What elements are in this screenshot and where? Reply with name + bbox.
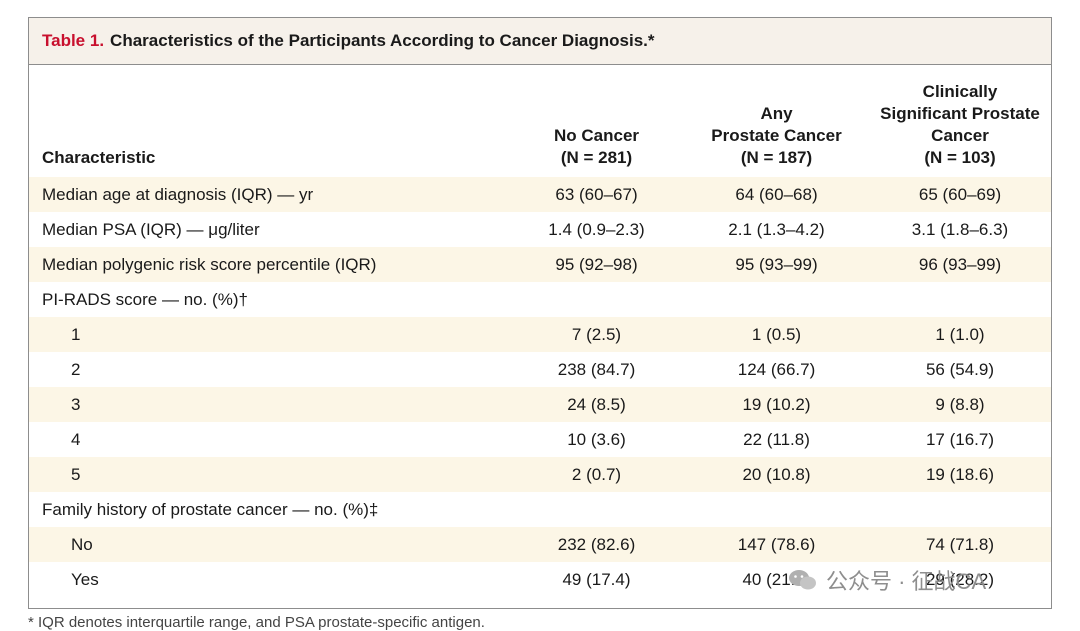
cell-any-cancer: 19 (10.2) xyxy=(684,387,869,422)
header-significant-n: (N = 103) xyxy=(924,148,996,167)
header-significant-cancer: Clinically Significant Prostate Cancer (… xyxy=(869,65,1051,177)
cell-no-cancer: 238 (84.7) xyxy=(557,359,636,379)
cell-any-cancer: 147 (78.6) xyxy=(684,527,869,562)
table-row-section: Family history of prostate cancer — no. … xyxy=(29,492,1051,527)
cell-significant: 1 (1.0) xyxy=(869,317,1051,352)
table-row: Yes 49 (17.4) 40 (21.4) 29 (28.2) xyxy=(29,562,1051,597)
header-significant-line: Significant Prostate xyxy=(880,104,1040,123)
cell-any-cancer: 2.1 (1.3–4.2) xyxy=(728,219,825,239)
table-row: 5 2 (0.7) 20 (10.8) 19 (18.6) xyxy=(29,457,1051,492)
cell-any-cancer: 40 (21.4) xyxy=(742,569,811,589)
header-no-cancer: No Cancer (N = 281) xyxy=(509,65,684,177)
cell-no-cancer: 49 (17.4) xyxy=(562,569,631,589)
cell-no-cancer: 2 (0.7) xyxy=(509,457,684,492)
cell-no-cancer xyxy=(509,492,684,527)
cell-significant: 56 (54.9) xyxy=(925,359,995,379)
row-label: Median age at diagnosis (IQR) — yr xyxy=(29,177,509,212)
row-label: Median PSA (IQR) — μg/liter xyxy=(42,219,260,239)
header-row: Characteristic No Cancer (N = 281) Any P… xyxy=(29,65,1051,177)
cell-significant: 96 (93–99) xyxy=(869,247,1051,282)
section-label: PI-RADS score — no. (%)† xyxy=(42,289,248,309)
row-label: 5 xyxy=(29,457,509,492)
row-label: Median polygenic risk score percentile (… xyxy=(29,247,509,282)
header-significant-line: Clinically xyxy=(922,82,998,101)
row-label: 2 xyxy=(71,359,81,379)
cell-no-cancer: 1.4 (0.9–2.3) xyxy=(548,219,645,239)
header-any-cancer-n: (N = 187) xyxy=(740,148,813,167)
cell-no-cancer: 7 (2.5) xyxy=(509,317,684,352)
cell-significant: 65 (60–69) xyxy=(869,177,1051,212)
cell-any-cancer: 22 (11.8) xyxy=(743,429,810,449)
header-any-cancer-line: Prostate Cancer xyxy=(711,126,842,145)
cell-significant xyxy=(869,492,1051,527)
cell-significant: 17 (16.7) xyxy=(925,429,995,449)
cell-significant xyxy=(869,282,1051,317)
table-title-bar: Table 1. Characteristics of the Particip… xyxy=(29,18,1051,65)
cell-no-cancer: 95 (92–98) xyxy=(509,247,684,282)
table-row: 2 238 (84.7) 124 (66.7) 56 (54.9) xyxy=(29,352,1051,387)
row-label: 3 xyxy=(29,387,509,422)
table-row: Median PSA (IQR) — μg/liter 1.4 (0.9–2.3… xyxy=(29,212,1051,247)
row-label: Yes xyxy=(71,569,99,589)
header-any-cancer-line: Any xyxy=(760,104,793,123)
cell-any-cancer: 64 (60–68) xyxy=(684,177,869,212)
row-label: 1 xyxy=(29,317,509,352)
characteristics-table: Characteristic No Cancer (N = 281) Any P… xyxy=(29,65,1051,597)
cell-no-cancer: 63 (60–67) xyxy=(509,177,684,212)
cell-any-cancer: 1 (0.5) xyxy=(684,317,869,352)
cell-no-cancer: 24 (8.5) xyxy=(509,387,684,422)
row-label: 4 xyxy=(71,429,81,449)
header-no-cancer-line: No Cancer xyxy=(553,126,640,145)
table-container: Table 1. Characteristics of the Particip… xyxy=(28,17,1052,609)
cell-any-cancer: 20 (10.8) xyxy=(684,457,869,492)
table-row: Median age at diagnosis (IQR) — yr 63 (6… xyxy=(29,177,1051,212)
table-row: 4 10 (3.6) 22 (11.8) 17 (16.7) xyxy=(29,422,1051,457)
table-row: Median polygenic risk score percentile (… xyxy=(29,247,1051,282)
header-characteristic: Characteristic xyxy=(42,148,156,167)
table-row-section: PI-RADS score — no. (%)† xyxy=(29,282,1051,317)
cell-significant: 74 (71.8) xyxy=(869,527,1051,562)
table-number: Table 1. xyxy=(42,31,105,50)
section-label: Family history of prostate cancer — no. … xyxy=(42,499,379,519)
row-label: No xyxy=(29,527,509,562)
table-row: 3 24 (8.5) 19 (10.2) 9 (8.8) xyxy=(29,387,1051,422)
cell-no-cancer: 10 (3.6) xyxy=(567,429,626,449)
cell-no-cancer xyxy=(509,282,684,317)
cell-significant: 19 (18.6) xyxy=(869,457,1051,492)
header-significant-line: Cancer xyxy=(931,126,989,145)
cell-no-cancer: 232 (82.6) xyxy=(509,527,684,562)
cell-any-cancer: 124 (66.7) xyxy=(737,359,816,379)
cell-significant: 3.1 (1.8–6.3) xyxy=(911,219,1009,239)
header-no-cancer-n: (N = 281) xyxy=(560,148,633,167)
table-row: 1 7 (2.5) 1 (0.5) 1 (1.0) xyxy=(29,317,1051,352)
cell-any-cancer: 95 (93–99) xyxy=(684,247,869,282)
table-row: No 232 (82.6) 147 (78.6) 74 (71.8) xyxy=(29,527,1051,562)
cell-any-cancer xyxy=(684,492,869,527)
header-any-cancer: Any Prostate Cancer (N = 187) xyxy=(684,65,869,177)
cell-significant: 9 (8.8) xyxy=(869,387,1051,422)
cell-any-cancer xyxy=(684,282,869,317)
cell-significant: 29 (28.2) xyxy=(925,569,995,589)
table-title: Characteristics of the Participants Acco… xyxy=(110,31,655,50)
footnote: * IQR denotes interquartile range, and P… xyxy=(28,614,485,631)
